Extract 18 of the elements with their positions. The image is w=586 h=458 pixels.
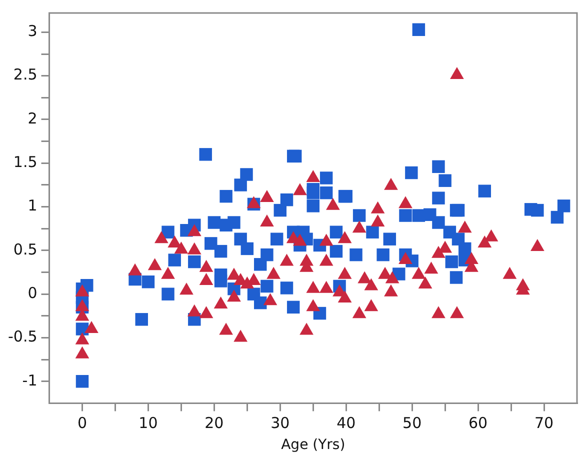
y-tick-label: -0.5 <box>8 328 38 346</box>
x-tick-label: 40 <box>336 414 356 432</box>
x-tick-label: 50 <box>402 414 422 432</box>
x-tick-label: 20 <box>204 414 224 432</box>
y-tick-label: 2 <box>28 109 38 128</box>
y-tick-label: 0.5 <box>13 240 38 258</box>
x-tick-label: 0 <box>77 414 88 432</box>
x-axis-title: Age (Yrs) <box>281 437 346 454</box>
x-tick-label: 60 <box>468 414 488 432</box>
y-tick-label: 1 <box>28 196 38 215</box>
y-tick-label: -1 <box>22 371 38 390</box>
y-tick-label: 1.5 <box>13 153 38 172</box>
x-tick-label: 30 <box>270 414 290 432</box>
y-tick-label: 2.5 <box>13 66 38 84</box>
x-tick-label: 10 <box>138 414 158 432</box>
x-tick-label: 70 <box>534 414 554 432</box>
y-tick-label: 3 <box>28 22 38 40</box>
y-tick-label: 0 <box>28 284 38 302</box>
